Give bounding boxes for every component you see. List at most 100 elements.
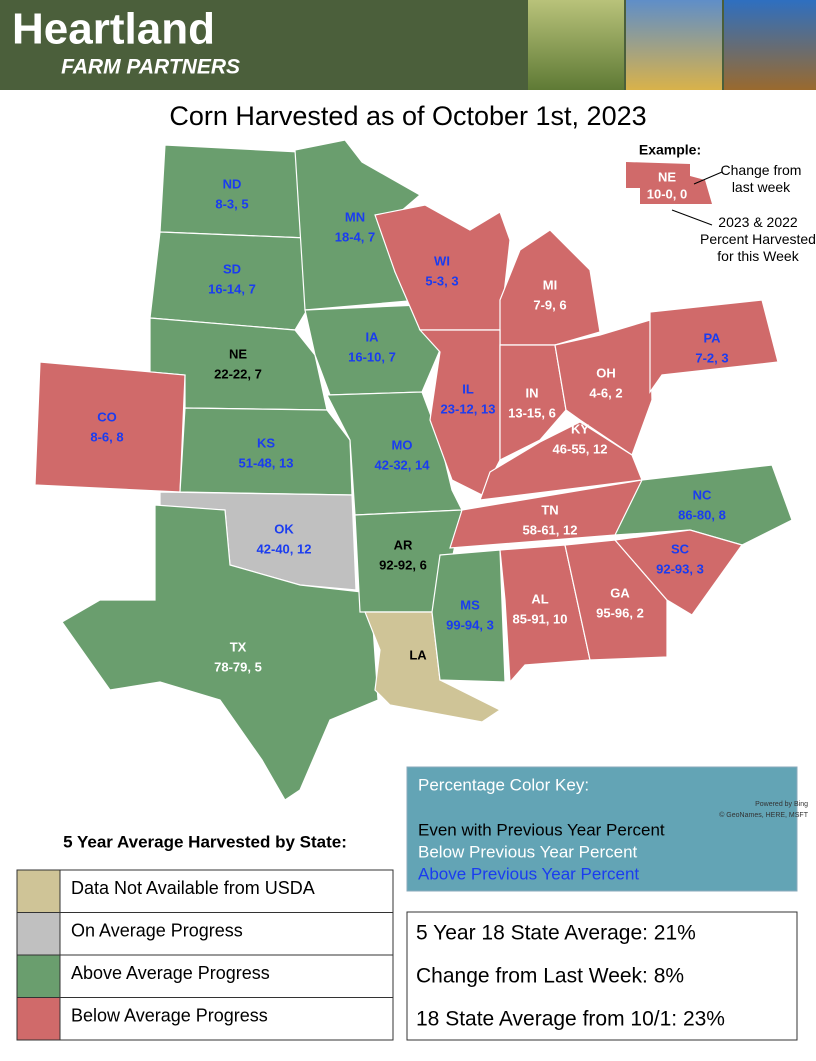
state-shape <box>499 344 567 461</box>
state-abbr: PA <box>703 330 721 345</box>
example-heading: Example: <box>639 142 701 158</box>
state-abbr: IL <box>462 381 474 396</box>
stat-line: 18 State Average from 10/1: 23% <box>416 1008 725 1031</box>
state-abbr: MN <box>345 209 365 224</box>
color-key-box <box>406 766 798 892</box>
legend-cell <box>59 997 394 1041</box>
color-key-item: Even with Previous Year Percent <box>418 820 665 839</box>
state-abbr: NE <box>229 346 247 361</box>
sub-brand: FARM PARTNERS <box>61 56 240 79</box>
legend: Data Not Available from USDA On Average P… <box>16 869 394 1041</box>
example-numbers: 10-0, 0 <box>647 186 687 201</box>
legend-swatch <box>16 869 61 913</box>
color-key-item: Above Previous Year Percent <box>418 864 639 883</box>
state-numbers: 51-48, 13 <box>239 455 294 470</box>
state-numbers: 7-2, 3 <box>695 350 728 365</box>
state-shape <box>159 144 308 239</box>
example-abbr: NE <box>658 169 676 184</box>
state-shape <box>34 361 186 493</box>
state-shape <box>61 504 379 801</box>
state-shape <box>649 299 779 394</box>
state-numbers: 22-22, 7 <box>214 366 262 381</box>
state-numbers: 4-6, 2 <box>589 385 622 400</box>
state-abbr: OK <box>274 521 294 536</box>
state-abbr: TX <box>230 639 247 654</box>
state-numbers: 85-91, 10 <box>513 611 568 626</box>
arrow <box>693 171 723 185</box>
legend-text: On Average Progress <box>71 920 243 940</box>
state-shape <box>613 529 743 616</box>
state-abbr: MI <box>543 277 557 292</box>
state-abbr: LA <box>409 647 427 662</box>
state-numbers: 86-80, 8 <box>678 507 726 522</box>
state-abbr: NC <box>693 487 712 502</box>
state-shape <box>479 421 643 501</box>
legend-swatch <box>16 997 61 1041</box>
state-abbr: KY <box>571 421 589 436</box>
color-key-items: Even with Previous Year Percent Below Pre… <box>418 820 665 883</box>
stat-line: 5 Year 18 State Average: 21% <box>416 922 696 945</box>
state-abbr: ND <box>223 176 242 191</box>
state-numbers: 78-79, 5 <box>214 659 262 674</box>
state-numbers: 46-55, 12 <box>553 441 608 456</box>
state-shape <box>431 549 506 683</box>
legend-title: 5 Year Average Harvested by State: <box>63 832 347 851</box>
state-numbers: 42-32, 14 <box>375 457 431 472</box>
state-shape <box>374 204 511 331</box>
state-abbr: AR <box>394 537 413 552</box>
state-abbr: CO <box>97 409 117 424</box>
state-numbers: 13-15, 6 <box>508 405 556 420</box>
brand: Heartland <box>12 5 215 54</box>
state-abbr: GA <box>610 585 630 600</box>
state-abbr: KS <box>257 435 275 450</box>
change-note-box: Change from last week <box>720 162 802 195</box>
legend-text: Below Average Progress <box>71 1005 268 1025</box>
stat-line: Change from Last Week: 8% <box>416 965 684 988</box>
legend-swatch <box>16 954 61 998</box>
attribution: © GeoNames, HERE, MSFT <box>719 811 809 819</box>
stats-box <box>406 911 798 1041</box>
state-numbers: 8-3, 5 <box>215 196 248 211</box>
state-shape <box>326 391 463 516</box>
change-note: Change from last week <box>720 162 802 195</box>
state-abbr: OH <box>596 365 616 380</box>
state-numbers: 92-92, 6 <box>379 557 427 572</box>
color-key-title: Percentage Color Key: <box>418 775 589 794</box>
legend-text: Data Not Available from USDA <box>71 878 315 898</box>
color-key-item: Below Previous Year Percent <box>418 842 638 861</box>
state-numbers: 16-10, 7 <box>348 349 396 364</box>
map: ND 8-3, 5 SD 16-14, 7 NE 22-22, 7 CO 8-6, 8 KS 51… <box>34 139 793 801</box>
state-numbers: 42-40, 12 <box>257 541 312 556</box>
state-abbr: MS <box>460 597 480 612</box>
state-abbr: IA <box>366 329 380 344</box>
example-state <box>626 162 712 204</box>
state-abbr: SC <box>671 541 690 556</box>
state-shape <box>179 407 353 496</box>
state-abbr: AL <box>531 591 548 606</box>
legend-cell <box>59 954 394 998</box>
state-numbers: 8-6, 8 <box>90 429 123 444</box>
state-abbr: WI <box>434 253 450 268</box>
legend-text: Above Average Progress <box>71 963 270 983</box>
arrow <box>671 209 713 226</box>
state-numbers: 92-93, 3 <box>656 561 704 576</box>
state-numbers: 58-61, 12 <box>523 522 578 537</box>
state-shape <box>554 319 653 456</box>
state-numbers: 5-3, 3 <box>425 273 458 288</box>
state-numbers: 18-4, 7 <box>335 229 375 244</box>
state-shape <box>149 231 308 331</box>
state-numbers: 7-9, 6 <box>533 297 566 312</box>
state-shape <box>564 539 668 661</box>
percent-note-box: 2023 & 2022 Percent Harvested for this W… <box>700 214 816 264</box>
example: Example: NE 10-0, 0 <box>626 142 723 226</box>
percent-note: 2023 & 2022 Percent Harvested for this W… <box>700 214 816 264</box>
state-abbr: SD <box>223 261 241 276</box>
photo-soybeans <box>724 0 816 90</box>
legend-swatch <box>16 912 61 956</box>
legend-cell <box>59 869 394 913</box>
photo-corn <box>626 0 722 90</box>
state-shape <box>614 464 793 546</box>
state-abbr: TN <box>541 502 558 517</box>
